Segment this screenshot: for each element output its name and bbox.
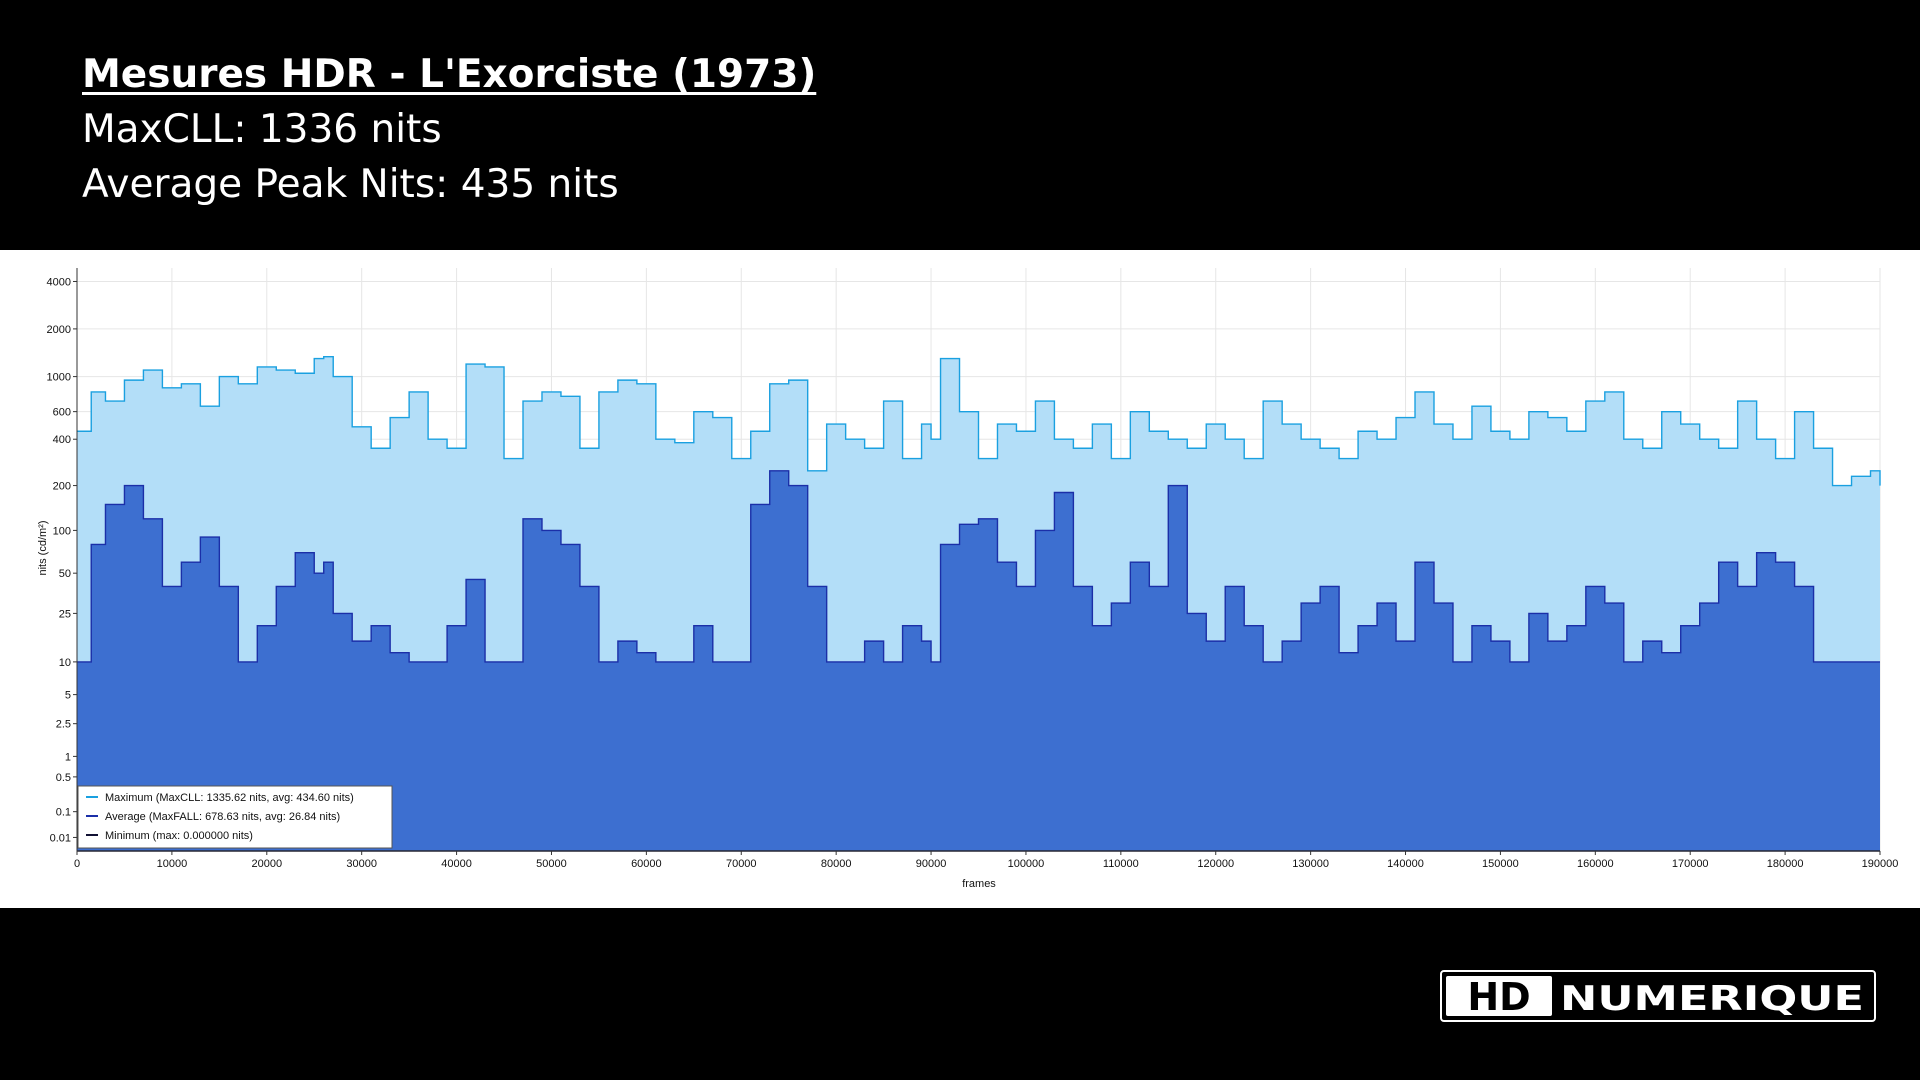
chart-panel: 0 10000 20000 30000 40000 50000 60000 70000 8000…	[0, 250, 1920, 908]
y-tick-label: 50	[59, 568, 71, 580]
logo-brand-text: NUMERIQUE	[1560, 979, 1864, 1019]
area-layer	[77, 355, 1881, 852]
x-tick-label: 40000	[441, 858, 472, 870]
y-tick-label: 100	[53, 525, 71, 537]
x-tick-label: 80000	[821, 858, 852, 870]
legend-label-average: Average (MaxFALL: 678.63 nits, avg: 26.8…	[105, 811, 340, 823]
y-tick-label: 600	[53, 407, 71, 419]
legend-label-maximum: Maximum (MaxCLL: 1335.62 nits, avg: 434.…	[105, 792, 354, 804]
y-tick-label: 25	[59, 608, 71, 620]
y-tick-label: 0.5	[56, 772, 71, 784]
y-tick-label: 200	[53, 481, 71, 493]
x-axis-title: frames	[962, 878, 996, 890]
y-tick-label: 2000	[47, 324, 71, 336]
x-tick-label: 90000	[916, 858, 947, 870]
x-tick-label: 50000	[536, 858, 567, 870]
y-tick-label: 0.01	[50, 832, 71, 844]
x-tick-label: 150000	[1482, 858, 1519, 870]
y-tick-label: 1	[65, 751, 71, 763]
x-tick-label: 0	[74, 858, 80, 870]
x-tick-label: 20000	[251, 858, 282, 870]
x-tick-label: 60000	[631, 858, 662, 870]
y-tick-label: 10	[59, 657, 71, 669]
legend-label-minimum: Minimum (max: 0.000000 nits)	[105, 830, 253, 842]
maxcll-text: MaxCLL: 1336 nits	[82, 107, 442, 152]
series-average-line	[77, 470, 1880, 663]
axis-layer: 0 10000 20000 30000 40000 50000 60000 70000 8000…	[47, 268, 1899, 870]
series-maximum-line	[77, 355, 1881, 487]
logo-hd-text: HD	[1467, 975, 1530, 1019]
x-tick-label: 120000	[1197, 858, 1234, 870]
x-tick-label: 110000	[1103, 858, 1139, 870]
x-tick-label: 170000	[1672, 858, 1709, 870]
chart-legend: Maximum (MaxCLL: 1335.62 nits, avg: 434.…	[77, 785, 393, 849]
x-tick-label: 180000	[1767, 858, 1804, 870]
y-tick-label: 0.1	[56, 807, 71, 819]
x-tick-label: 190000	[1862, 858, 1899, 870]
x-tick-label: 100000	[1008, 858, 1045, 870]
x-tick-label: 70000	[726, 858, 757, 870]
y-axis-title: nits (cd/m²)	[37, 521, 49, 576]
y-tick-label: 4000	[47, 276, 71, 288]
x-tick-label: 140000	[1387, 858, 1424, 870]
hdr-chart: 0 10000 20000 30000 40000 50000 60000 70000 8000…	[37, 268, 1899, 890]
x-tick-label: 30000	[346, 858, 377, 870]
y-tick-label: 1000	[47, 372, 71, 384]
average-peak-text: Average Peak Nits: 435 nits	[82, 162, 619, 207]
y-tick-label: 400	[53, 434, 71, 446]
hd-numerique-logo: HD NUMERIQUE	[1440, 970, 1876, 1022]
legend-box	[77, 785, 393, 849]
series-average-area	[77, 470, 1880, 851]
x-tick-label: 130000	[1292, 858, 1329, 870]
x-tick-label: 10000	[157, 858, 188, 870]
x-tick-label: 160000	[1577, 858, 1614, 870]
header: Mesures HDR - L'Exorciste (1973) MaxCLL:…	[82, 48, 816, 212]
page-title: Mesures HDR - L'Exorciste (1973)	[82, 52, 817, 97]
y-tick-label: 5	[65, 690, 71, 702]
y-tick-label: 2.5	[56, 719, 71, 731]
